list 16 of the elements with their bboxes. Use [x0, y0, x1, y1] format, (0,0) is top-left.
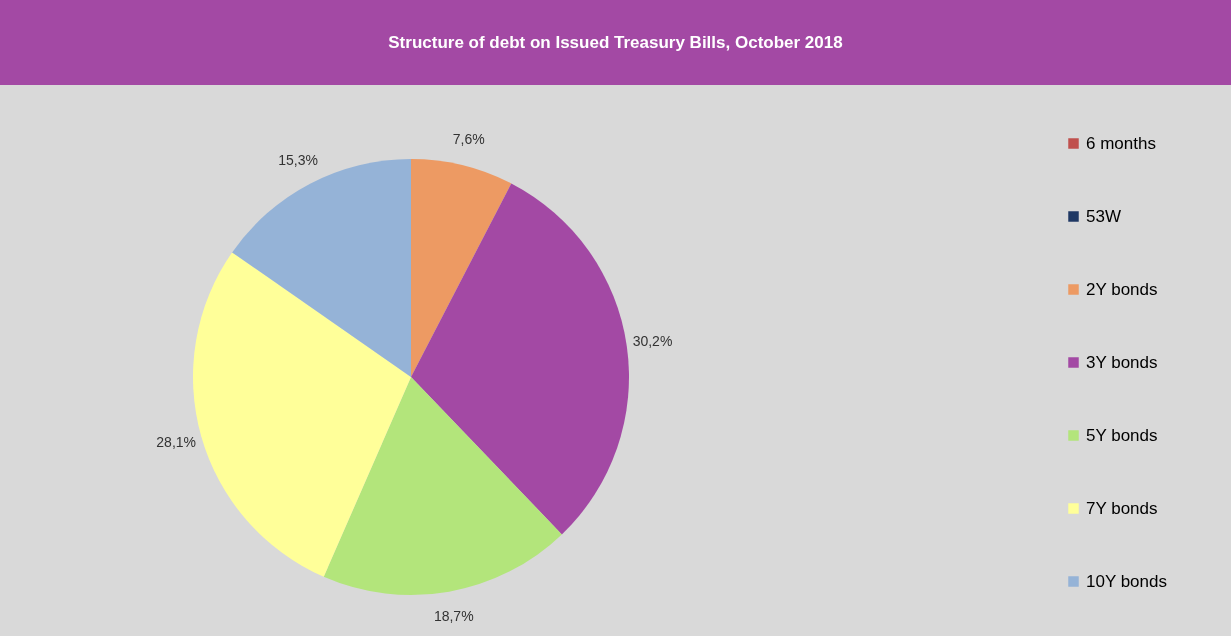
- legend-label: 3Y bonds: [1086, 352, 1158, 372]
- data-label: 28,1%: [156, 434, 197, 451]
- legend-label: 6 months: [1086, 133, 1156, 153]
- data-label: 30,2%: [632, 333, 673, 350]
- legend-label: 2Y bonds: [1086, 279, 1158, 299]
- legend-label: 53W: [1086, 206, 1121, 226]
- chart-title: Structure of debt on Issued Treasury Bills, October 2018: [0, 0, 1231, 85]
- pie-slice: [411, 159, 512, 377]
- data-label: 18,7%: [433, 608, 474, 625]
- legend-label: 7Y bonds: [1086, 498, 1158, 518]
- data-label: 15,3%: [278, 151, 318, 168]
- data-label: 7,6%: [452, 130, 485, 147]
- legend-label: 10Y bonds: [1086, 571, 1167, 591]
- pie-slice: [323, 377, 562, 595]
- legend-label: 5Y bonds: [1086, 425, 1158, 445]
- pie-slice: [411, 183, 629, 535]
